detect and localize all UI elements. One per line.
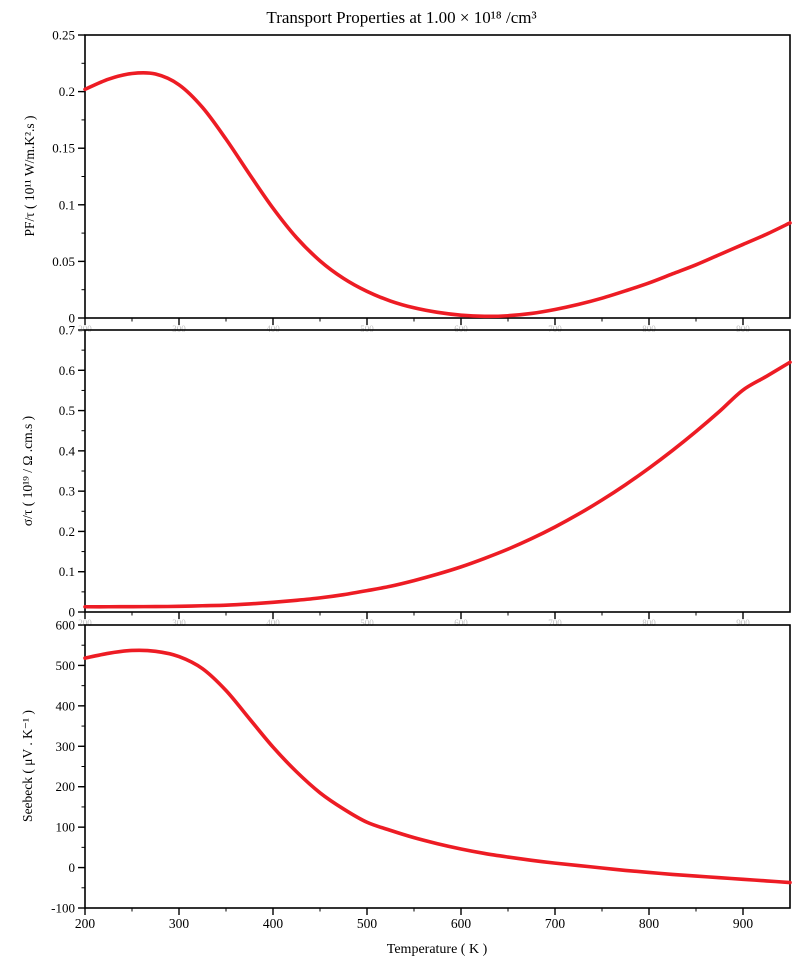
svg-text:200: 200 (75, 916, 96, 931)
svg-text:700: 700 (548, 324, 562, 334)
svg-text:300: 300 (56, 739, 76, 754)
svg-text:0.5: 0.5 (59, 403, 75, 418)
svg-text:0.6: 0.6 (59, 363, 76, 378)
svg-text:300: 300 (172, 324, 186, 334)
svg-text:600: 600 (454, 618, 468, 628)
svg-text:700: 700 (548, 618, 562, 628)
svg-text:600: 600 (454, 324, 468, 334)
svg-text:600: 600 (451, 916, 472, 931)
svg-text:300: 300 (169, 916, 190, 931)
svg-text:-100: -100 (51, 901, 75, 916)
svg-text:0.15: 0.15 (52, 141, 75, 156)
svg-text:0: 0 (69, 311, 76, 326)
svg-text:0: 0 (69, 860, 76, 875)
curve-seebeck-coefficient (83, 648, 792, 885)
curve-conductivity-over-tau (83, 360, 792, 609)
xlabel-temperature: Temperature ( K ) (386, 942, 488, 957)
svg-text:800: 800 (642, 324, 656, 334)
svg-text:0.2: 0.2 (59, 524, 75, 539)
svg-text:800: 800 (642, 618, 656, 628)
svg-text:900: 900 (733, 916, 754, 931)
svg-text:0.1: 0.1 (59, 197, 75, 212)
svg-text:200: 200 (56, 779, 76, 794)
svg-text:600: 600 (56, 618, 76, 633)
svg-text:400: 400 (266, 618, 280, 628)
chart-title: Transport Properties at 1.00 × 10¹⁸ /cm³ (266, 8, 537, 27)
svg-text:700: 700 (545, 916, 566, 931)
svg-text:500: 500 (357, 916, 378, 931)
svg-text:400: 400 (263, 916, 284, 931)
svg-text:400: 400 (266, 324, 280, 334)
svg-text:500: 500 (56, 658, 76, 673)
svg-text:300: 300 (172, 618, 186, 628)
svg-text:0.7: 0.7 (59, 323, 76, 338)
svg-text:0.05: 0.05 (52, 254, 75, 269)
curve-power-factor-over-tau (83, 70, 792, 319)
svg-text:800: 800 (639, 916, 660, 931)
svg-text:200: 200 (78, 324, 92, 334)
svg-text:500: 500 (360, 324, 374, 334)
svg-text:100: 100 (56, 820, 76, 835)
svg-text:900: 900 (736, 618, 750, 628)
svg-text:0.3: 0.3 (59, 484, 75, 499)
svg-text:0.1: 0.1 (59, 564, 75, 579)
svg-text:0.4: 0.4 (59, 443, 76, 458)
svg-text:200: 200 (78, 618, 92, 628)
svg-text:0: 0 (69, 605, 76, 620)
svg-text:0.25: 0.25 (52, 28, 75, 43)
svg-text:400: 400 (56, 698, 76, 713)
svg-text:500: 500 (360, 618, 374, 628)
svg-text:0.2: 0.2 (59, 84, 75, 99)
svg-text:900: 900 (736, 324, 750, 334)
